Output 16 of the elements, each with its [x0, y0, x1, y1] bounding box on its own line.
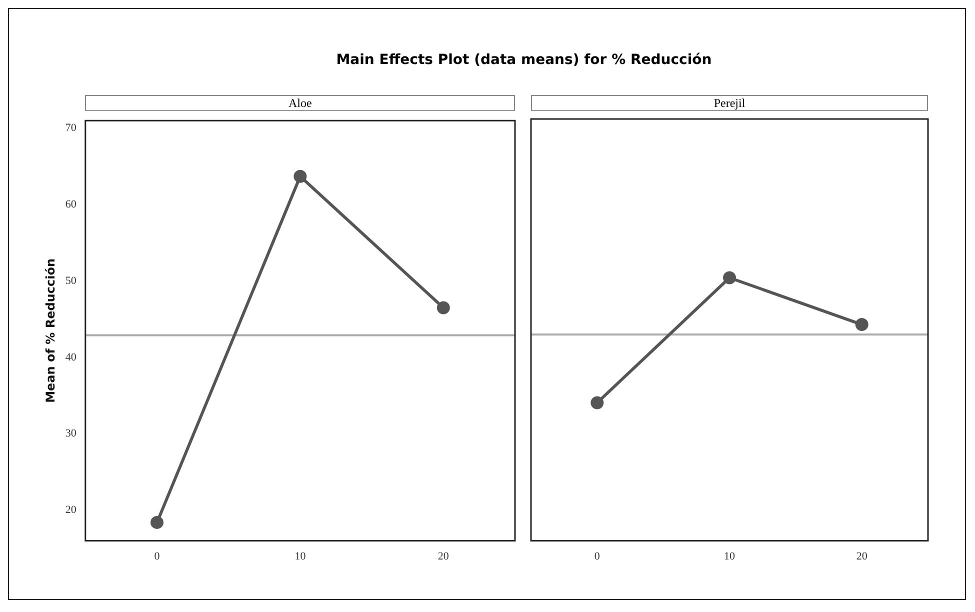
x-tick-label: 20 — [438, 550, 450, 562]
y-tick-label: 70 — [65, 122, 77, 134]
x-tick-label: 0 — [594, 550, 600, 562]
y-axis-title: Mean of % Reducción — [43, 258, 58, 403]
chart-title: Main Effects Plot (data means) for % Reducción — [335, 52, 713, 68]
x-tick-label: 10 — [294, 550, 306, 562]
y-tick-label: 20 — [65, 504, 77, 516]
y-tick-label: 60 — [65, 198, 77, 211]
chart-subtitle: Perejil — [531, 95, 928, 111]
chart-subtitle: Aloe — [85, 95, 515, 111]
y-tick-label: 50 — [65, 274, 77, 287]
y-tick-label: 40 — [65, 351, 77, 364]
y-tick-label: 30 — [65, 428, 77, 440]
x-tick-label: 10 — [724, 550, 736, 562]
x-tick-label: 0 — [154, 550, 160, 562]
x-tick-label: 20 — [856, 550, 868, 562]
